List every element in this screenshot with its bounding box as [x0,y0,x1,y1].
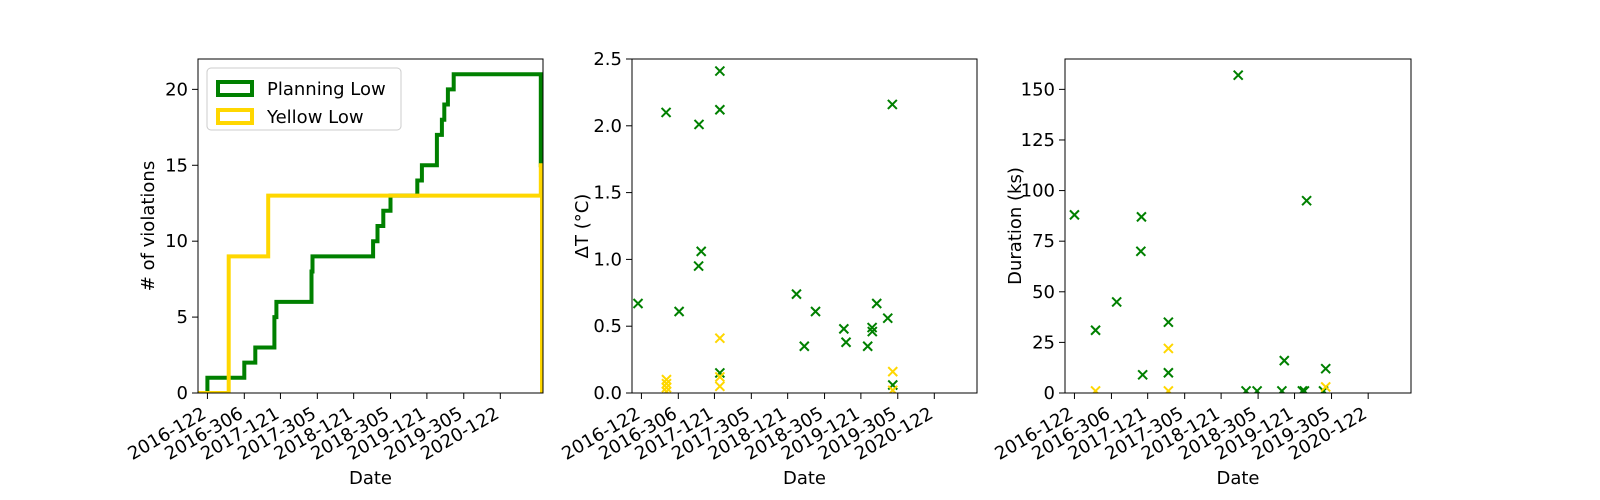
marker-planning-low [1279,355,1290,366]
y-tick-label: 0.0 [593,383,622,404]
y-tick-label: 0.5 [593,316,622,337]
x-axis-label: Date [783,468,826,489]
chart-panel-2: 0.00.51.01.52.02.52016-1222016-3062017-1… [558,49,978,489]
marker-planning-low [1299,385,1310,393]
marker-planning-low [1137,369,1148,380]
marker-planning-low [887,99,898,110]
marker-planning-low [1135,246,1147,257]
marker-planning-low [1297,385,1308,393]
marker-planning-low [693,119,705,130]
legend-label: Yellow Low [266,107,364,128]
marker-planning-low [791,288,802,300]
y-tick-label: 100 [1021,181,1055,202]
plot-area [198,72,543,393]
marker-yellow-low [714,371,726,383]
marker-planning-low [866,322,878,333]
y-tick-label: 15 [165,155,188,176]
marker-yellow-low [887,366,898,377]
y-tick-label: 150 [1021,79,1055,100]
marker-planning-low [714,65,726,77]
y-tick-label: 2.0 [593,116,622,137]
marker-planning-low [714,367,726,379]
series-line-planning-low [198,72,543,393]
marker-planning-low [862,341,873,352]
plot-area [1069,69,1331,393]
axes-frame [631,58,978,394]
marker-yellow-low [1163,343,1174,354]
marker-planning-low [1136,211,1147,223]
marker-planning-low [693,260,704,272]
y-tick-label: 20 [165,79,188,100]
marker-planning-low [882,312,893,324]
x-axis-label: Date [349,468,392,489]
legend-swatch [216,108,254,125]
marker-planning-low [810,306,821,317]
marker-planning-low [1320,363,1331,374]
chart-panel-1: 051015202016-1222016-3062017-1212017-305… [124,58,544,489]
marker-planning-low [871,298,882,309]
y-tick-label: 0 [177,383,188,404]
marker-planning-low [696,246,707,257]
marker-planning-low [673,306,685,317]
y-tick-label: 50 [1032,282,1055,303]
marker-planning-low [660,107,672,118]
marker-planning-low [1163,316,1174,328]
marker-planning-low [867,326,878,337]
y-axis-label: # of violations [138,161,159,291]
legend-swatch [216,80,254,97]
legend: Planning Low Yellow Low [206,67,402,131]
chart-panel-3: 02550751001251502016-1222016-3062017-121… [991,58,1412,489]
marker-planning-low [799,341,810,352]
marker-yellow-low [661,374,672,385]
marker-yellow-low [661,378,672,389]
marker-yellow-low [661,382,672,393]
y-tick-label: 5 [177,307,188,328]
marker-planning-low [1069,209,1080,221]
marker-planning-low [840,337,852,348]
legend-label: Planning Low [267,79,386,100]
marker-yellow-low [887,385,898,393]
marker-planning-low [1090,325,1101,336]
series-line-yellow-low [198,163,543,393]
marker-planning-low [1251,385,1263,393]
marker-yellow-low [1320,381,1331,393]
marker-planning-low [714,104,726,115]
x-axis-label: Date [1216,468,1259,489]
y-axis-label: Duration (ks) [1005,167,1026,285]
marker-yellow-low [661,386,672,393]
y-tick-label: 1.0 [593,249,622,270]
marker-yellow-low [1163,385,1174,393]
y-tick-label: 1.5 [593,183,622,204]
plot-area [632,65,898,393]
marker-planning-low [1240,385,1252,393]
y-axis-label: ΔT (°C) [572,194,593,259]
y-tick-label: 25 [1032,332,1055,353]
legend-box [206,67,402,131]
y-tick-label: 2.5 [593,49,622,70]
marker-yellow-low [1090,385,1101,393]
marker-planning-low [1301,195,1312,206]
marker-yellow-low [714,333,726,344]
marker-planning-low [632,298,644,309]
marker-planning-low [838,323,850,335]
y-tick-label: 125 [1021,130,1055,151]
axes-frame [1064,58,1412,394]
axes-frame [197,58,544,394]
marker-planning-low [1163,367,1174,378]
marker-planning-low [1111,296,1122,308]
y-tick-label: 0 [1044,383,1055,404]
marker-yellow-low [714,381,726,392]
marker-planning-low [1276,385,1288,393]
y-tick-label: 10 [165,231,188,252]
marker-planning-low [1232,69,1244,81]
y-tick-label: 75 [1032,231,1055,252]
